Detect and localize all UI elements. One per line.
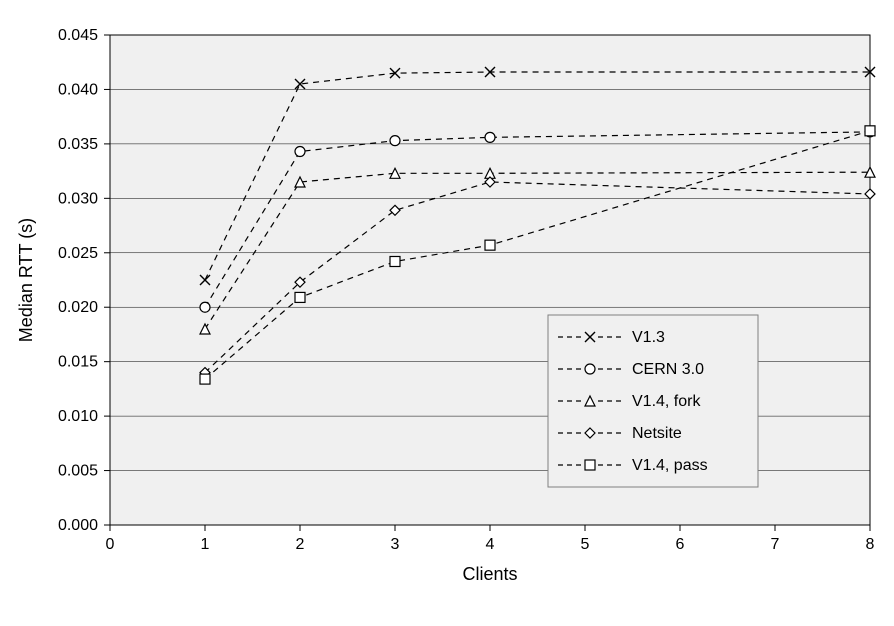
y-axis-label: Median RTT (s) <box>16 218 36 342</box>
y-tick-label: 0.020 <box>58 299 98 316</box>
y-tick-label: 0.025 <box>58 245 98 262</box>
marker-square <box>295 292 305 302</box>
legend-item-label: V1.4, fork <box>632 393 701 410</box>
y-tick-label: 0.030 <box>58 190 98 207</box>
marker-square <box>485 240 495 250</box>
marker-square <box>585 460 595 470</box>
x-tick-label: 8 <box>866 536 875 553</box>
y-tick-label: 0.045 <box>58 27 98 44</box>
marker-circle <box>390 136 400 146</box>
x-tick-label: 4 <box>486 536 495 553</box>
marker-square <box>200 374 210 384</box>
legend-item-label: CERN 3.0 <box>632 361 704 378</box>
marker-square <box>390 256 400 266</box>
x-axis-label: Clients <box>462 564 517 584</box>
legend-item-label: V1.3 <box>632 329 665 346</box>
x-tick-label: 5 <box>581 536 590 553</box>
x-tick-label: 3 <box>391 536 400 553</box>
marker-square <box>865 126 875 136</box>
x-tick-label: 7 <box>771 536 780 553</box>
marker-circle <box>200 302 210 312</box>
chart-container: 0 1 2 3 4 5 6 7 8 0.000 0.005 0.010 0.015 0.020 0.025 0… <box>0 0 894 626</box>
y-tick-label: 0.015 <box>58 354 98 371</box>
x-tick-label: 6 <box>676 536 685 553</box>
rtt-line-chart: 0 1 2 3 4 5 6 7 8 0.000 0.005 0.010 0.015 0.020 0.025 0… <box>0 0 894 626</box>
y-tick-label: 0.005 <box>58 463 98 480</box>
y-tick-label: 0.000 <box>58 517 98 534</box>
x-tick-label: 1 <box>201 536 210 553</box>
legend-item-label: Netsite <box>632 425 682 442</box>
y-tick-label: 0.010 <box>58 408 98 425</box>
x-tick-label: 0 <box>106 536 115 553</box>
x-tick-label: 2 <box>296 536 305 553</box>
marker-circle <box>295 147 305 157</box>
legend: V1.3 CERN 3.0 V1.4, fork Netsite V1.4, pass <box>548 315 758 487</box>
marker-circle <box>485 132 495 142</box>
y-tick-label: 0.035 <box>58 136 98 153</box>
y-tick-label: 0.040 <box>58 81 98 98</box>
marker-circle <box>585 364 595 374</box>
legend-item-label: V1.4, pass <box>632 457 708 474</box>
